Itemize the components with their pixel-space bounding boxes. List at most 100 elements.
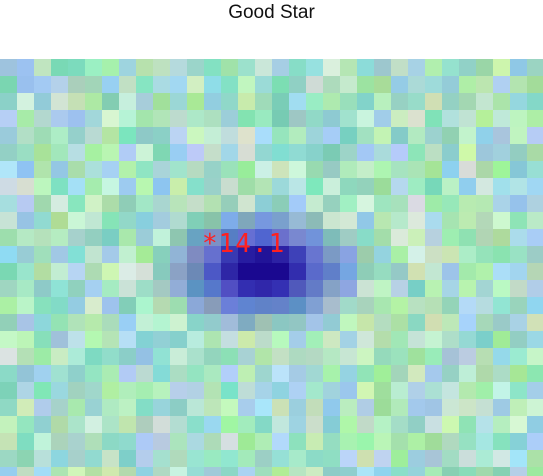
pixel (527, 450, 543, 467)
pixel (442, 76, 459, 93)
pixel (51, 229, 68, 246)
pixel (153, 229, 170, 246)
pixel (204, 314, 221, 331)
pixel (510, 280, 527, 297)
pixel (51, 399, 68, 416)
pixel (493, 263, 510, 280)
pixel (0, 399, 17, 416)
pixel (510, 348, 527, 365)
pixel (170, 161, 187, 178)
pixel (510, 178, 527, 195)
pixel (187, 348, 204, 365)
pixel (51, 93, 68, 110)
pixel (306, 365, 323, 382)
pixel (204, 297, 221, 314)
pixel (527, 348, 543, 365)
pixel (340, 416, 357, 433)
pixel (68, 246, 85, 263)
pixel (85, 229, 102, 246)
pixel (153, 93, 170, 110)
pixel (459, 178, 476, 195)
pixel (459, 297, 476, 314)
pixel (272, 93, 289, 110)
pixel (459, 246, 476, 263)
pixel (170, 263, 187, 280)
pixel (34, 246, 51, 263)
pixel (221, 246, 238, 263)
pixel (17, 433, 34, 450)
pixel (425, 263, 442, 280)
pixel (68, 127, 85, 144)
pixel (374, 297, 391, 314)
pixel (425, 161, 442, 178)
pixel (459, 144, 476, 161)
pixel (119, 297, 136, 314)
pixel (442, 144, 459, 161)
pixel (255, 433, 272, 450)
pixel (34, 144, 51, 161)
pixel (119, 212, 136, 229)
pixel (85, 212, 102, 229)
pixel (289, 280, 306, 297)
pixel (102, 297, 119, 314)
pixel (408, 161, 425, 178)
pixel (238, 433, 255, 450)
pixel (442, 93, 459, 110)
pixel (51, 314, 68, 331)
pixel (340, 467, 357, 476)
pixel (119, 314, 136, 331)
pixel (408, 331, 425, 348)
pixel (204, 229, 221, 246)
pixel (255, 331, 272, 348)
pixel (425, 144, 442, 161)
pixel (476, 433, 493, 450)
pixel (170, 433, 187, 450)
pixel (289, 365, 306, 382)
pixel (408, 382, 425, 399)
pixel (374, 399, 391, 416)
pixel (170, 467, 187, 476)
pixel (17, 331, 34, 348)
pixel (68, 314, 85, 331)
pixel (340, 399, 357, 416)
pixel (357, 212, 374, 229)
pixel (68, 229, 85, 246)
pixel (459, 59, 476, 76)
pixel (357, 110, 374, 127)
pixel (459, 314, 476, 331)
pixel (408, 263, 425, 280)
pixel (204, 127, 221, 144)
pixel (170, 314, 187, 331)
pixel (306, 382, 323, 399)
pixel (374, 93, 391, 110)
pixel (272, 110, 289, 127)
pixel (340, 76, 357, 93)
pixel (493, 467, 510, 476)
pixel (0, 433, 17, 450)
pixel (459, 450, 476, 467)
pixel (255, 229, 272, 246)
pixel (323, 467, 340, 476)
pixel (102, 178, 119, 195)
pixel (476, 382, 493, 399)
pixel (323, 59, 340, 76)
pixel (221, 331, 238, 348)
pixel (425, 59, 442, 76)
pixel (306, 280, 323, 297)
pixel (153, 110, 170, 127)
pixel (0, 297, 17, 314)
pixel (391, 212, 408, 229)
pixel (340, 314, 357, 331)
pixel (238, 314, 255, 331)
pixel (374, 229, 391, 246)
pixel (323, 348, 340, 365)
pixel (204, 246, 221, 263)
pixel (85, 450, 102, 467)
pixel (68, 59, 85, 76)
pixel (357, 433, 374, 450)
pixel (323, 76, 340, 93)
pixel (153, 416, 170, 433)
pixel (527, 280, 543, 297)
pixel (34, 178, 51, 195)
pixel (459, 263, 476, 280)
